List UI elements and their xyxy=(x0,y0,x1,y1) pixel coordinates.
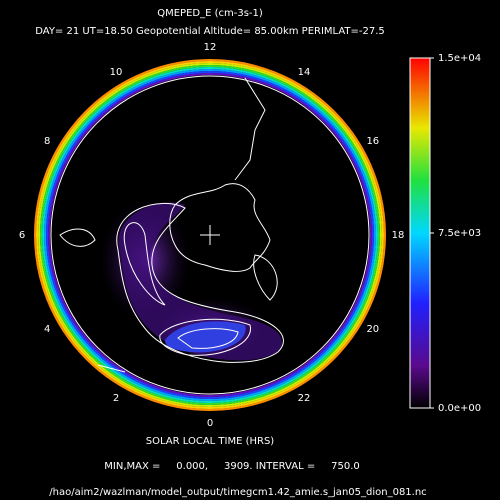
hour-label: 22 xyxy=(298,393,311,404)
colorbar xyxy=(409,57,431,409)
hour-label: 2 xyxy=(113,393,119,404)
hour-label: 10 xyxy=(110,67,123,78)
chart-title: QMEPED_E (cm-3s-1) xyxy=(157,8,263,19)
hour-label: 12 xyxy=(204,42,217,53)
file-path: /hao/aim2/wazlman/model_output/timegcm1.… xyxy=(49,487,426,498)
contours xyxy=(116,202,284,363)
hour-label: 20 xyxy=(366,324,379,335)
colorbar-tick-label: 1.5e+04 xyxy=(438,53,481,64)
x-axis-label: SOLAR LOCAL TIME (HRS) xyxy=(146,436,275,447)
hour-label: 4 xyxy=(44,324,50,335)
ring xyxy=(34,59,386,411)
colorbar-tick-label: 7.5e+03 xyxy=(438,228,481,239)
hour-label: 16 xyxy=(366,136,379,147)
hour-label: 6 xyxy=(19,230,25,241)
coastlines xyxy=(59,77,271,373)
field xyxy=(100,200,282,362)
chart-subtitle: DAY= 21 UT=18.50 Geopotential Altitude= … xyxy=(35,26,385,37)
hour-label: 0 xyxy=(207,418,213,429)
summary: MIN,MAX = 0.000, 3909. INTERVAL = 750.0 xyxy=(104,461,359,472)
hour-label: 18 xyxy=(392,230,405,241)
hour-label: 8 xyxy=(44,136,50,147)
colorbar-tick-label: 0.0e+00 xyxy=(438,403,481,414)
hour-label: 14 xyxy=(298,67,311,78)
